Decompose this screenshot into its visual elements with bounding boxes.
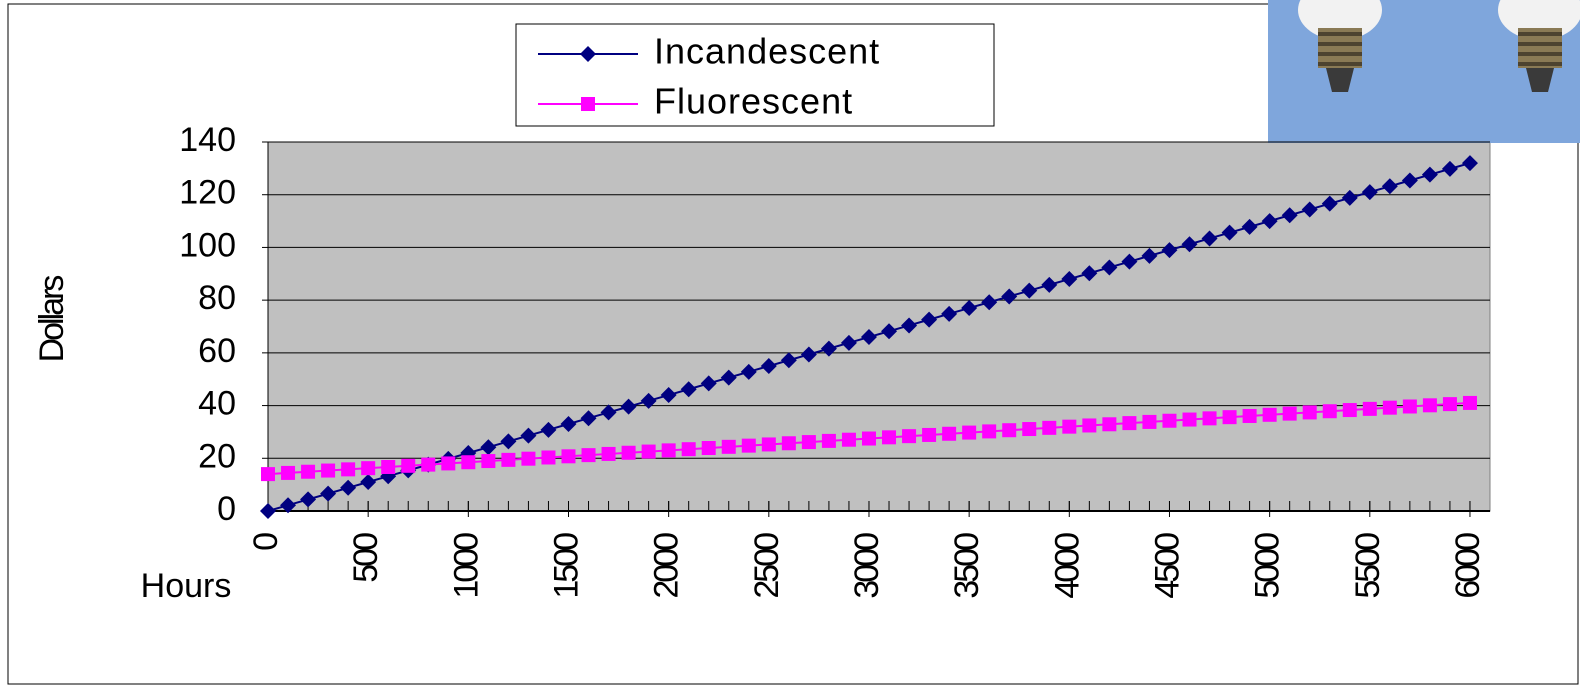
point xyxy=(702,441,716,455)
point xyxy=(882,430,896,444)
legend-label: Incandescent xyxy=(654,31,880,72)
point xyxy=(942,427,956,441)
point xyxy=(1403,399,1417,413)
x-tick-label: 3000 xyxy=(848,533,886,599)
y-tick-label: 140 xyxy=(179,121,236,159)
point xyxy=(822,434,836,448)
point xyxy=(1303,405,1317,419)
point xyxy=(962,426,976,440)
point xyxy=(1383,401,1397,415)
point xyxy=(662,443,676,457)
x-tick-label: 500 xyxy=(347,533,385,583)
point xyxy=(381,460,395,474)
x-tick-label: 5500 xyxy=(1349,533,1387,599)
point xyxy=(902,429,916,443)
legend-label: Fluorescent xyxy=(654,81,853,122)
x-tick-label: 4500 xyxy=(1148,533,1186,599)
y-axis-label: Dollars xyxy=(33,276,71,363)
point xyxy=(1142,415,1156,429)
y-tick-label: 60 xyxy=(198,332,236,370)
point xyxy=(1062,420,1076,434)
point xyxy=(461,455,475,469)
point xyxy=(802,435,816,449)
point xyxy=(301,465,315,479)
point xyxy=(1463,396,1477,410)
chart: Dollars Hours 0 20 40 60 80 100 120 140 0 500 1000… xyxy=(0,0,1580,688)
point xyxy=(1183,413,1197,427)
point xyxy=(742,439,756,453)
legend-marker xyxy=(581,97,595,111)
point xyxy=(622,446,636,460)
point xyxy=(602,447,616,461)
x-tick-label: 1000 xyxy=(447,533,485,599)
point xyxy=(1203,411,1217,425)
point xyxy=(281,466,295,480)
point xyxy=(561,449,575,463)
point xyxy=(1082,418,1096,432)
y-tick-label: 80 xyxy=(198,279,236,317)
point xyxy=(1263,408,1277,422)
y-tick-label: 120 xyxy=(179,174,236,212)
point xyxy=(1343,403,1357,417)
x-tick-label: 3500 xyxy=(948,533,986,599)
point xyxy=(481,454,495,468)
point xyxy=(1283,407,1297,421)
point xyxy=(922,428,936,442)
y-tick-label: 0 xyxy=(217,490,236,528)
point xyxy=(682,442,696,456)
point xyxy=(722,440,736,454)
point xyxy=(501,453,515,467)
point xyxy=(421,458,435,472)
point xyxy=(261,467,275,481)
point xyxy=(521,452,535,466)
y-tick-label: 100 xyxy=(179,226,236,264)
point xyxy=(1323,404,1337,418)
point xyxy=(401,459,415,473)
point xyxy=(982,424,996,438)
point xyxy=(1122,416,1136,430)
point xyxy=(782,436,796,450)
point xyxy=(541,450,555,464)
point xyxy=(1002,423,1016,437)
point xyxy=(321,464,335,478)
point xyxy=(441,456,455,470)
point xyxy=(1162,414,1176,428)
point xyxy=(842,433,856,447)
x-tick-label: 4000 xyxy=(1048,533,1086,599)
x-tick-label: 6000 xyxy=(1449,533,1487,599)
x-axis-label: Hours xyxy=(141,567,232,605)
x-tick-label: 0 xyxy=(247,533,285,551)
x-tick-label: 2500 xyxy=(748,533,786,599)
point xyxy=(582,448,596,462)
point xyxy=(1022,422,1036,436)
point xyxy=(1223,410,1237,424)
point xyxy=(1363,402,1377,416)
bulb-photo xyxy=(1268,0,1580,143)
x-tick-label: 2000 xyxy=(648,533,686,599)
point xyxy=(862,432,876,446)
point xyxy=(1443,397,1457,411)
point xyxy=(642,445,656,459)
point xyxy=(1042,421,1056,435)
point xyxy=(1102,417,1116,431)
point xyxy=(341,462,355,476)
point xyxy=(762,437,776,451)
y-tick-label: 40 xyxy=(198,385,236,423)
x-tick-label: 5000 xyxy=(1249,533,1287,599)
x-tick-label: 1500 xyxy=(547,533,585,599)
point xyxy=(1423,398,1437,412)
y-tick-label: 20 xyxy=(198,437,236,475)
point xyxy=(361,461,375,475)
point xyxy=(1243,409,1257,423)
